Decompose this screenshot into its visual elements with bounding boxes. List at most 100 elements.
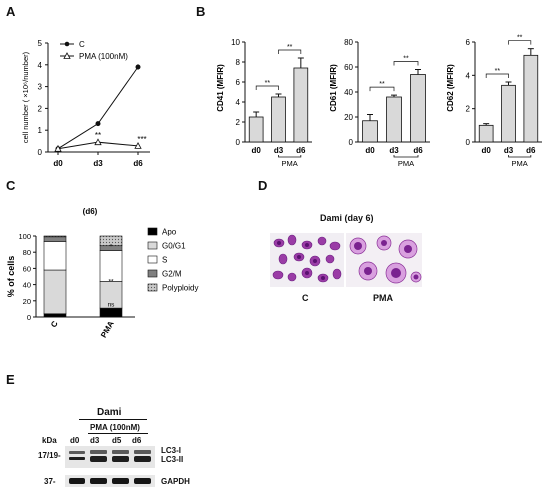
micrograph-control [270, 233, 344, 287]
data-point [135, 64, 141, 70]
legend-marker [63, 52, 71, 59]
significance-label: ** [95, 131, 101, 140]
y-tick-label: 8 [236, 58, 241, 67]
sig-label: ** [495, 68, 501, 75]
panel-letter-c: C [6, 178, 16, 193]
micrograph-label-pma: PMA [373, 293, 393, 303]
legend-marker [64, 41, 70, 47]
x-tick-label: d0 [365, 146, 375, 155]
bar-d6 [410, 74, 426, 143]
sig-label: ** [379, 81, 385, 88]
data-point [94, 138, 102, 146]
bar-d0 [362, 120, 378, 143]
y-tick-label: 100 [18, 232, 31, 241]
x-tick-label: d3 [274, 146, 284, 155]
blot-band-lc3-i: LC3-I [161, 446, 181, 455]
sig-label: ** [287, 44, 293, 51]
blot-cell-line-label: Dami [97, 407, 122, 418]
bar-d0 [248, 116, 264, 143]
y-tick-label: 1 [38, 126, 43, 135]
x-tick-label: d3 [389, 146, 399, 155]
bar-d6 [523, 54, 539, 143]
blot-mw-marker-gapdh: 37- [44, 477, 56, 486]
legend-swatch [147, 241, 158, 250]
group-bracket [508, 155, 532, 158]
data-point [95, 121, 101, 127]
legend-label: PMA (100nM) [79, 52, 128, 61]
blot-band-lc3-ii: LC3-II [161, 455, 184, 464]
y-tick-label: 3 [38, 83, 43, 92]
panel-letter-a: A [6, 4, 16, 19]
sig-label: ** [265, 80, 271, 87]
blot-lane-d6: d6 [132, 436, 142, 445]
stack-C-2 [43, 241, 67, 271]
bar-d3 [271, 96, 286, 143]
micrograph-pma [346, 233, 422, 287]
legend-swatch [147, 269, 158, 278]
panel-b-cd61-chart: 0 20 40 60 80 CD61 (MFIR) d0 d3 d6 PMA ** ** [329, 38, 430, 168]
panel-letter-e: E [6, 372, 15, 387]
legend-label: S [162, 256, 167, 265]
stack-PMA-0 [99, 307, 123, 318]
sig-bracket [278, 49, 302, 54]
x-tick-label: d6 [133, 159, 143, 168]
y-tick-label: 0 [466, 138, 471, 147]
y-tick-label: 2 [38, 104, 43, 113]
y-tick-label: 0 [38, 148, 43, 157]
y-tick-label: 4 [38, 61, 43, 70]
y-tick-label: 6 [466, 38, 471, 47]
legend-label: G2/M [162, 270, 182, 279]
x-tick-label: PMA [99, 319, 116, 339]
y-tick-label: 5 [38, 39, 43, 48]
blot-lane-d5: d5 [112, 436, 122, 445]
sig-bracket [369, 86, 395, 92]
x-tick-label: d0 [251, 146, 261, 155]
x-tick-label: d3 [504, 146, 514, 155]
y-axis-label: CD41 (MFIR) [216, 64, 225, 112]
blot-treatment-label: PMA (100nM) [90, 423, 140, 432]
y-tick-label: 2 [236, 118, 241, 127]
x-tick-label: d0 [53, 159, 63, 168]
x-tick-label: d6 [413, 146, 423, 155]
y-axis-label: cell number ( ×10⁶/number) [21, 51, 30, 143]
stack-C-3 [43, 236, 67, 242]
bar-d3 [501, 84, 516, 143]
panel-a-line-chart: 0 1 2 3 4 5 d0 d3 d6 cell number ( ×10⁶/number) CP… [21, 39, 150, 168]
data-point [54, 144, 62, 152]
blot-mw-marker-lc3: 17/19- [38, 451, 61, 460]
legend-swatch [147, 227, 158, 236]
y-tick-label: 40 [344, 88, 353, 97]
y-tick-label: 10 [231, 38, 240, 47]
blot-lane-d0: d0 [70, 436, 80, 445]
sig-bracket [393, 61, 419, 66]
bar-d0 [478, 124, 494, 143]
bar-d6 [293, 67, 309, 143]
x-tick-label: C [49, 319, 60, 329]
y-tick-label: 40 [23, 281, 31, 290]
sig-label: * [110, 244, 113, 251]
legend-label: G0/G1 [162, 242, 186, 251]
micrograph-label-control: C [302, 293, 309, 303]
stack-C-1 [43, 269, 67, 315]
y-tick-label: 80 [23, 248, 31, 257]
data-point [134, 142, 142, 149]
blot-band-gapdh: GAPDH [161, 477, 190, 486]
legend-swatch [147, 255, 158, 264]
blot-kda-label: kDa [42, 436, 57, 445]
blot-treatment-bracket [88, 433, 148, 434]
legend-label: Apo [162, 228, 177, 237]
y-tick-label: 4 [466, 71, 471, 80]
y-tick-label: 0 [27, 313, 31, 322]
blot-lc3-strip [65, 446, 155, 468]
y-tick-label: 20 [23, 297, 31, 306]
group-bracket [393, 155, 419, 158]
panel-b-cd41-chart: 0 2 4 6 8 10 CD41 (MFIR) d0 d3 d6 PMA ** ** [216, 38, 312, 168]
legend-label: Polyploidy [162, 284, 198, 293]
group-label: PMA [398, 159, 414, 168]
chart-title: (d6) [83, 207, 98, 216]
panel-letter-d: D [258, 178, 268, 193]
x-tick-label: d6 [526, 146, 536, 155]
y-axis-label: % of cells [6, 256, 16, 298]
x-tick-label: d3 [93, 159, 103, 168]
panel-b-cd62-chart: 0 2 4 6 CD62 (MFIR) d0 d3 d6 PMA ** ** [446, 35, 542, 168]
